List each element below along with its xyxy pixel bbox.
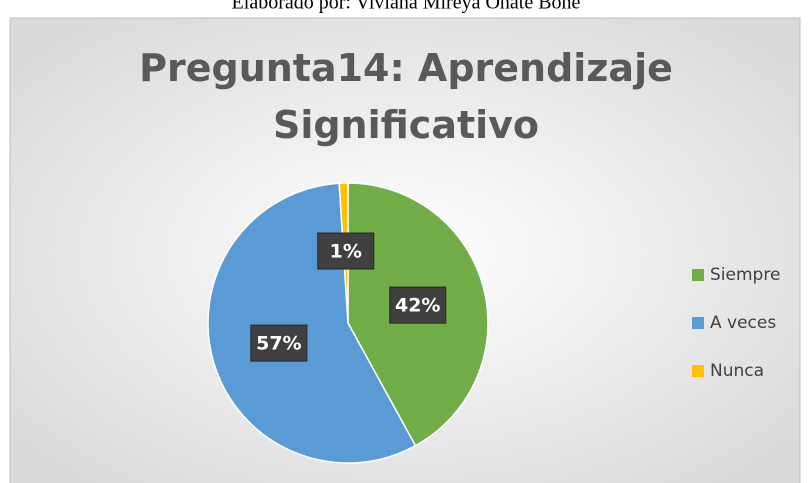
data-label: 57% <box>256 333 301 355</box>
legend-swatch <box>692 269 704 281</box>
legend-swatch <box>692 365 704 377</box>
legend-swatch <box>692 317 704 329</box>
data-label-box <box>317 232 375 270</box>
chart-title-text: Pregunta14: Aprendizaje Significativo <box>139 46 673 147</box>
legend-label: A veces <box>710 313 776 333</box>
legend-label: Nunca <box>710 361 764 381</box>
data-label: 42% <box>395 295 440 317</box>
data-label: 1% <box>330 241 362 263</box>
chart-title: Pregunta14: Aprendizaje Significativo <box>139 46 673 147</box>
legend-label: Siempre <box>710 265 780 285</box>
pie-slice <box>207 182 417 464</box>
data-label-box <box>389 286 447 324</box>
data-label-box <box>250 324 308 362</box>
caption: Elaborado por: Viviana Mireya Oñate Bone <box>232 0 581 14</box>
